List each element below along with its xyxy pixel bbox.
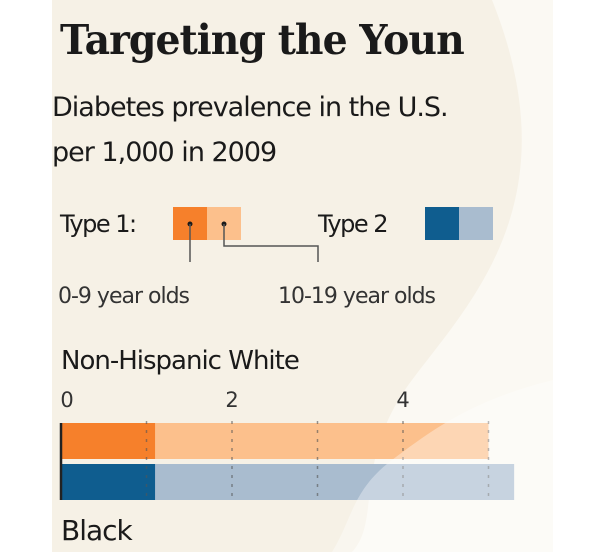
bar-chart <box>59 380 553 552</box>
legend-age-10-19: 10-19 year olds <box>278 284 436 309</box>
legend-type1-label: Type 1: <box>60 210 137 238</box>
legend-age-0-9: 0-9 year olds <box>58 284 190 309</box>
x-tick-label: 0 <box>60 388 74 412</box>
legend-leader-lines <box>187 221 319 262</box>
chart-title: Targeting the Youn <box>60 16 465 64</box>
legend-swatch-type2-10-19 <box>459 207 493 240</box>
bar-type2-0-9 <box>61 464 156 500</box>
x-tick-label: 4 <box>396 388 410 412</box>
background-swoosh-overlay <box>332 380 553 552</box>
infographic-panel: Targeting the Youn Diabetes prevalence i… <box>52 0 553 552</box>
legend-swatch-type2-0-9 <box>425 207 459 240</box>
leader-line-10-19 <box>223 224 319 262</box>
group-label-black: Black <box>61 514 133 547</box>
group-label-non-hispanic-white: Non-Hispanic White <box>61 346 300 376</box>
legend-type2-label: Type 2 <box>318 210 389 238</box>
x-tick-label: 2 <box>225 388 239 412</box>
background-swoosh <box>352 0 553 552</box>
chart-subtitle-line2: per 1,000 in 2009 <box>52 137 277 168</box>
bar-type1-0-9 <box>61 423 156 459</box>
chart-subtitle-line1: Diabetes prevalence in the U.S. <box>52 92 449 123</box>
